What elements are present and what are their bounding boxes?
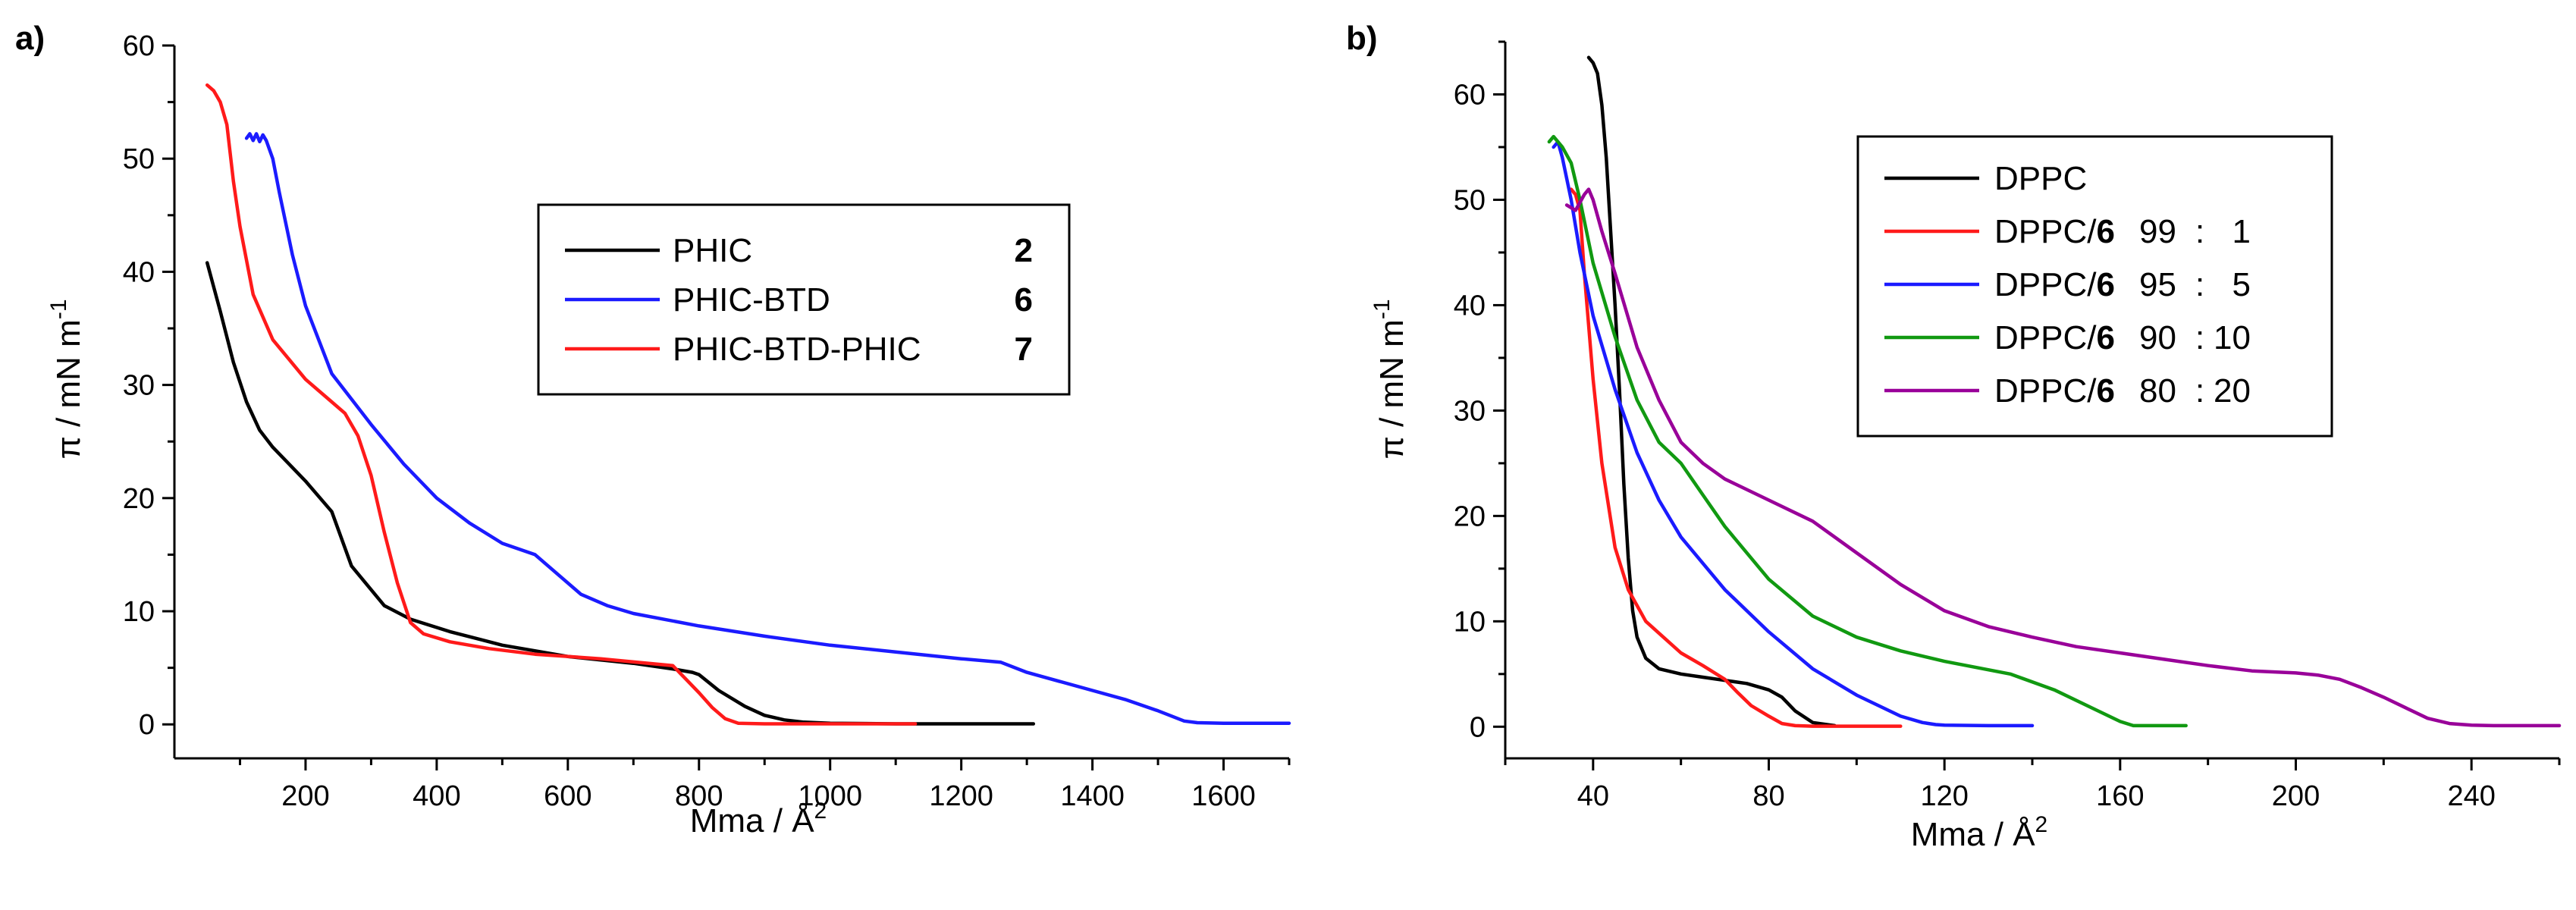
series-line-b-dppc-6-99-1 [1569,187,1903,728]
legend-entry-phic-btd: PHIC-BTD 6 [565,281,1033,318]
x-axis-label-a: Mma / Å2 [690,799,827,839]
x-tick-label: 1400 [1060,780,1125,812]
legend-ratio-b-5: 5 [2232,266,2251,303]
x-tick-label: 40 [1577,780,1609,812]
legend-entry-dppc-6-95-5: DPPC/6 95 : 5 [1884,266,2251,303]
y-tick-label: 60 [1454,79,1486,111]
x-tick-label: 400 [413,780,460,812]
y-tick-label: 60 [123,30,155,62]
legend-label-dppc-6-95-5: DPPC/6 [1994,266,2115,303]
y-tick-label: 0 [1470,711,1486,743]
panel-label-a: a) [15,20,45,57]
y-tick-label: 20 [123,483,155,515]
legend-ratio-colon: : [2195,213,2204,250]
legend-compound-phic-btd: 6 [1015,281,1033,318]
y-tick-label: 30 [1454,395,1486,427]
legend-b: DPPC DPPC/6 99 : 1 DPPC/6 95 : 5 DPPC/6 … [1856,135,2333,438]
series-b [1547,55,2562,728]
x-tick-label: 240 [2447,780,2495,812]
legend-entry-dppc-6-99-1: DPPC/6 99 : 1 [1884,213,2251,250]
legend-a: PHIC 2 PHIC-BTD 6 PHIC-BTD-PHIC 7 [537,203,1071,396]
legend-ratio-colon: : [2195,266,2204,303]
legend-box-b [1856,135,2333,438]
legend-compound-phic-btd-phic: 7 [1015,331,1033,368]
legend-ratio-a-95: 95 [2139,266,2176,303]
legend-entry-dppc-6-90-10: DPPC/6 90 : 10 [1884,319,2251,356]
legend-label-dppc-6-90-10: DPPC/6 [1994,319,2115,356]
legend-label-dppc: DPPC [1994,160,2087,197]
series-line-b-dppc-6-90-10 [1547,134,2188,728]
legend-label-dppc-6-99-1: DPPC/6 [1994,213,2115,250]
x-ticks-b: 40 80 120 160 200 240 [1504,758,2561,812]
legend-label-phic-btd: PHIC-BTD [673,281,830,318]
x-axis-label-b: Mma / Å2 [1911,812,2047,853]
y-axis-label-b: π / mN m-1 [1370,299,1410,459]
y-tick-label: 20 [1454,500,1486,532]
y-ticks-b: 0 10 20 30 40 50 60 [1454,40,1505,743]
legend-ratio-colon: : [2195,319,2204,356]
legend-ratio-b-1: 1 [2232,213,2251,250]
x-ticks-a: 200 400 600 800 1000 1200 1400 1600 [238,758,1291,812]
x-tick-label: 1200 [929,780,993,812]
legend-entry-dppc: DPPC [1884,160,2087,197]
legend-ratio-a-80: 80 [2139,372,2176,410]
y-axis-label-a: π / mN m-1 [46,299,87,459]
legend-ratio-colon: : [2195,372,2204,410]
y-tick-label: 0 [139,709,155,741]
x-tick-label: 160 [2096,780,2144,812]
x-tick-label: 600 [544,780,591,812]
x-tick-label: 1000 [798,780,862,812]
series-line-a-phic-btd-phic-7 [205,83,918,726]
series-line-a-phic-btd-6 [244,132,1291,725]
legend-label-dppc-6-80-20: DPPC/6 [1994,372,2115,410]
chart-panel-a: a) 200 400 600 800 1000 1200 1400 1600 0 10 20 30 4… [15,20,1291,839]
legend-entry-phic-btd-phic: PHIC-BTD-PHIC 7 [565,331,1033,368]
legend-ratio-b-10: 10 [2214,319,2251,356]
y-tick-label: 30 [123,370,155,402]
series-line-b-dppc [1586,55,1837,728]
x-tick-label: 200 [2272,780,2320,812]
y-tick-label: 10 [1454,606,1486,638]
y-tick-label: 50 [123,143,155,175]
legend-entry-dppc-6-80-20: DPPC/6 80 : 20 [1884,372,2251,410]
y-tick-label: 10 [123,596,155,628]
y-tick-label: 40 [123,256,155,288]
legend-label-phic-btd-phic: PHIC-BTD-PHIC [673,331,921,368]
legend-label-phic: PHIC [673,232,752,269]
legend-ratio-a-99: 99 [2139,213,2176,250]
legend-ratio-a-90: 90 [2139,319,2176,356]
x-tick-label: 80 [1752,780,1784,812]
series-a [205,83,1291,726]
x-tick-label: 200 [281,780,329,812]
y-tick-label: 40 [1454,290,1486,322]
y-ticks-a: 0 10 20 30 40 50 60 [123,30,174,741]
legend-entry-phic: PHIC 2 [565,232,1033,269]
x-tick-label: 120 [1920,780,1968,812]
legend-ratio-b-20: 20 [2214,372,2251,410]
x-tick-label: 1600 [1191,780,1256,812]
y-tick-label: 50 [1454,184,1486,216]
legend-compound-phic: 2 [1015,232,1033,269]
panel-label-b: b) [1346,20,1378,57]
series-line-b-dppc-6-80-20 [1564,187,2562,728]
x-tick-label: 800 [675,780,723,812]
